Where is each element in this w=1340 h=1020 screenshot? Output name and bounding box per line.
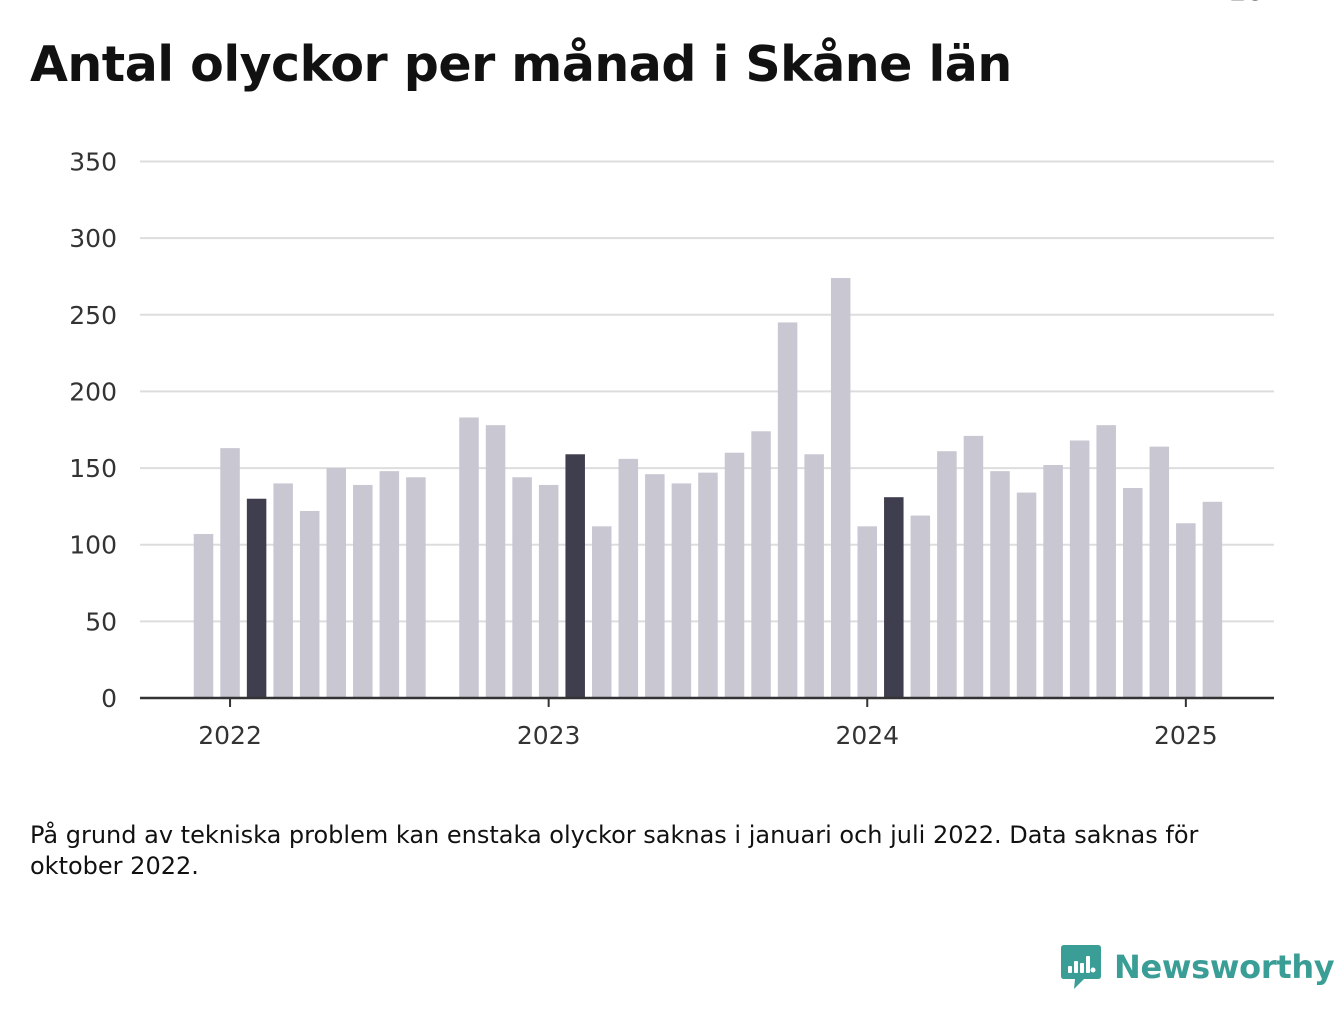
y-tick-label: 350: [69, 148, 117, 177]
bar-2025-02: [1202, 501, 1223, 698]
bar-2024-03: [910, 515, 931, 698]
bar-2023-05: [645, 474, 665, 698]
bar-2023-02: [565, 454, 585, 698]
bar-2022-07: [379, 471, 400, 698]
bar-2022-10: [459, 417, 479, 698]
bar-2024-10: [1096, 425, 1116, 698]
chart-title: Antal olyckor per månad i Skåne län: [30, 36, 1012, 93]
bar-2022-11: [485, 425, 506, 698]
bar-2024-04: [937, 451, 957, 698]
bar-2024-09: [1069, 440, 1090, 698]
y-tick-label: 50: [85, 607, 117, 636]
bar-2023-04: [618, 458, 639, 698]
bar-2022-05: [326, 468, 346, 698]
bar-2025-01: [1176, 523, 1196, 698]
axis-labels: 0 50 100 150 200 250 300 350 2022 2023 2024 2025 128: [69, 0, 1263, 750]
brand-name: Newsworthy: [1114, 948, 1335, 986]
value-label: 128: [1212, 0, 1264, 7]
y-tick-label: 200: [69, 377, 117, 406]
bar-2023-06: [671, 483, 692, 698]
bar-2022-01: [220, 448, 240, 698]
bar-2022-08: [406, 477, 426, 698]
newsworthy-logo-icon: [1061, 945, 1101, 989]
x-tick-label: 2022: [198, 721, 262, 750]
bar-chart: 0 50 100 150 200 250 300 350 2022 2023 2024 2025 128: [69, 0, 1274, 750]
bar-2023-08: [724, 452, 745, 698]
bar-2024-08: [1043, 465, 1063, 698]
bar-2024-12: [1149, 446, 1170, 698]
bar-2024-11: [1123, 487, 1143, 698]
y-tick-label: 150: [69, 454, 117, 483]
bar-2024-06: [990, 471, 1010, 698]
bar-2024-07: [1016, 492, 1037, 698]
x-axis: [140, 696, 1274, 707]
bar-2024-05: [963, 435, 984, 698]
bar-2022-03: [273, 483, 293, 698]
bar-2024-02: [884, 497, 904, 698]
brand-logo[interactable]: Newsworthy: [1060, 940, 1335, 994]
bar-2023-09: [751, 431, 771, 698]
bar-2023-12: [830, 277, 851, 698]
bar-2022-04: [299, 510, 320, 698]
y-tick-label: 250: [69, 301, 117, 330]
bar-2023-11: [804, 454, 824, 698]
bar-2023-10: [777, 322, 798, 698]
bar-2023-03: [592, 526, 612, 698]
bar-2022-02: [246, 498, 267, 698]
bar-2023-07: [698, 472, 718, 698]
y-tick-label: 300: [69, 224, 117, 253]
footnote: På grund av tekniska problem kan enstaka…: [30, 821, 1199, 880]
bar-2021-12: [193, 533, 214, 698]
y-tick-label: 0: [101, 684, 117, 713]
bar-2022-06: [353, 484, 373, 698]
x-tick-label: 2024: [835, 721, 899, 750]
bar-2023-01: [538, 484, 559, 698]
bars: [193, 277, 1223, 698]
x-tick-label: 2025: [1154, 721, 1218, 750]
x-tick-label: 2023: [517, 721, 581, 750]
y-tick-label: 100: [69, 531, 117, 560]
bar-2022-12: [512, 477, 532, 698]
bar-2024-01: [857, 526, 877, 698]
